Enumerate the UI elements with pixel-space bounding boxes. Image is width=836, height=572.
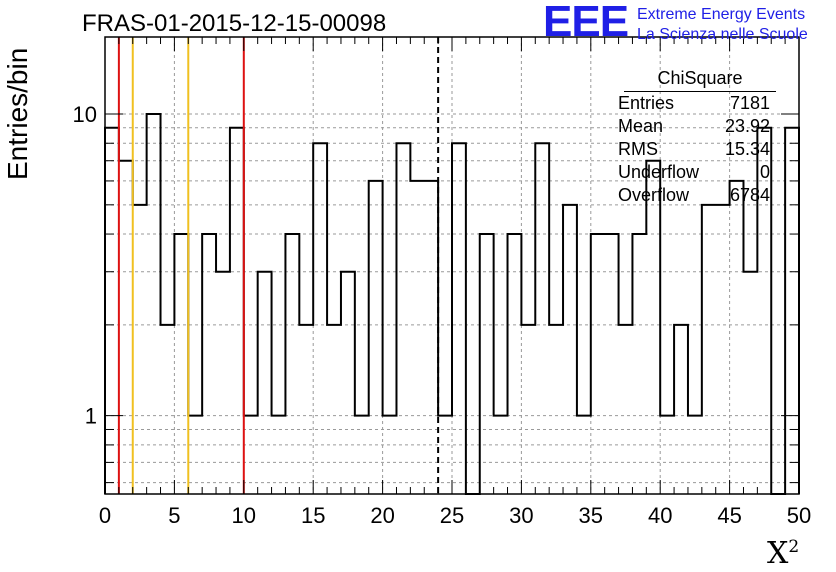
stats-row-underflow: Underflow 0: [614, 161, 776, 184]
stats-key: Entries: [618, 93, 675, 113]
logo-line-1: Extreme Energy Events: [637, 6, 806, 23]
x-tick-label: 40: [648, 503, 672, 528]
stats-value: 0: [759, 162, 770, 182]
x-tick-label: 35: [579, 503, 603, 528]
logo-line-2: La Scienza nelle Scuole: [637, 26, 808, 43]
histogram-bin: [619, 325, 633, 494]
histogram-bin: [174, 234, 188, 494]
x-tick-label: 25: [440, 503, 464, 528]
stats-row-overflow: Overflow 6784: [614, 184, 776, 207]
histogram-bin: [424, 181, 438, 494]
stats-title: ChiSquare: [624, 68, 776, 92]
histogram-bin: [133, 205, 147, 494]
histogram-bin: [355, 416, 369, 494]
stats-key: Underflow: [618, 162, 700, 182]
histogram-bin: [410, 181, 424, 494]
stats-row-mean: Mean 23.92: [614, 115, 776, 138]
histogram-bin: [216, 272, 230, 494]
histogram-bin: [299, 325, 313, 494]
histogram-bin: [563, 205, 577, 494]
histogram-bin: [605, 234, 619, 494]
histogram-bin: [716, 205, 730, 494]
histogram-bin: [341, 272, 355, 494]
eee-logo: EEE: [543, 0, 629, 46]
histogram-bin: [105, 128, 119, 494]
stats-value: 7181: [729, 93, 770, 113]
stats-key: RMS: [618, 139, 658, 159]
histogram-bin: [202, 234, 216, 494]
histogram-bin: [147, 114, 161, 494]
histogram-bin: [660, 416, 674, 494]
histogram-bin: [646, 161, 660, 494]
histogram-bin: [702, 205, 716, 494]
stats-row-entries: Entries 7181: [614, 92, 776, 115]
stats-row-rms: RMS 15.34: [614, 138, 776, 161]
histogram-bin: [743, 272, 757, 494]
histogram-bin: [521, 325, 535, 494]
histogram-bin: [591, 234, 605, 494]
histogram-bin: [188, 416, 202, 494]
histogram-bin: [396, 143, 410, 494]
histogram-bin: [272, 416, 286, 494]
x-axis-label-base: X: [767, 536, 789, 571]
histogram-bin: [452, 143, 466, 494]
x-tick-label: 5: [168, 503, 180, 528]
histogram-bin: [119, 161, 133, 494]
stats-key: Mean: [618, 116, 664, 136]
histogram-bin: [508, 234, 522, 494]
stats-value: 6784: [729, 185, 770, 205]
histogram-bin: [258, 272, 272, 494]
histogram-bin: [161, 325, 175, 494]
x-tick-label: 20: [370, 503, 394, 528]
histogram-bin: [480, 234, 494, 494]
histogram-bin: [383, 416, 397, 494]
histogram-bin: [730, 181, 744, 494]
x-tick-label: 15: [301, 503, 325, 528]
x-axis-label-superscript: 2: [788, 537, 800, 557]
x-tick-label: 50: [787, 503, 811, 528]
stats-value: 23.92: [724, 116, 770, 136]
histogram-bin: [327, 325, 341, 494]
x-axis-label: X2: [767, 536, 799, 571]
histogram-bin: [369, 181, 383, 494]
chart-title: FRAS-01-2015-12-15-00098: [82, 10, 387, 37]
x-tick-label: 10: [232, 503, 256, 528]
histogram-bin: [438, 416, 452, 494]
histogram-bin: [535, 143, 549, 494]
histogram-bin: [577, 416, 591, 494]
histogram-bin: [285, 234, 299, 494]
y-tick-label: 10: [73, 102, 97, 127]
stats-key: Overflow: [618, 185, 690, 205]
histogram-outline: [104, 113, 800, 495]
histogram-bin: [632, 234, 646, 494]
histogram-bin: [785, 128, 799, 494]
y-axis-label: Entries/bin: [2, 47, 33, 180]
stats-value: 15.34: [724, 139, 770, 159]
histogram-bin: [313, 143, 327, 494]
x-tick-label: 30: [509, 503, 533, 528]
histogram-bin: [688, 416, 702, 494]
y-tick-label: 1: [85, 404, 97, 429]
histogram-bin: [549, 325, 563, 494]
x-tick-label: 0: [99, 503, 111, 528]
histogram-bin: [674, 325, 688, 494]
histogram-bin: [494, 416, 508, 494]
histogram-bin: [244, 416, 258, 494]
histogram-bin: [230, 128, 244, 494]
stats-box: ChiSquare Entries 7181 Mean 23.92 RMS 15.34…: [614, 68, 776, 207]
x-tick-label: 45: [717, 503, 741, 528]
